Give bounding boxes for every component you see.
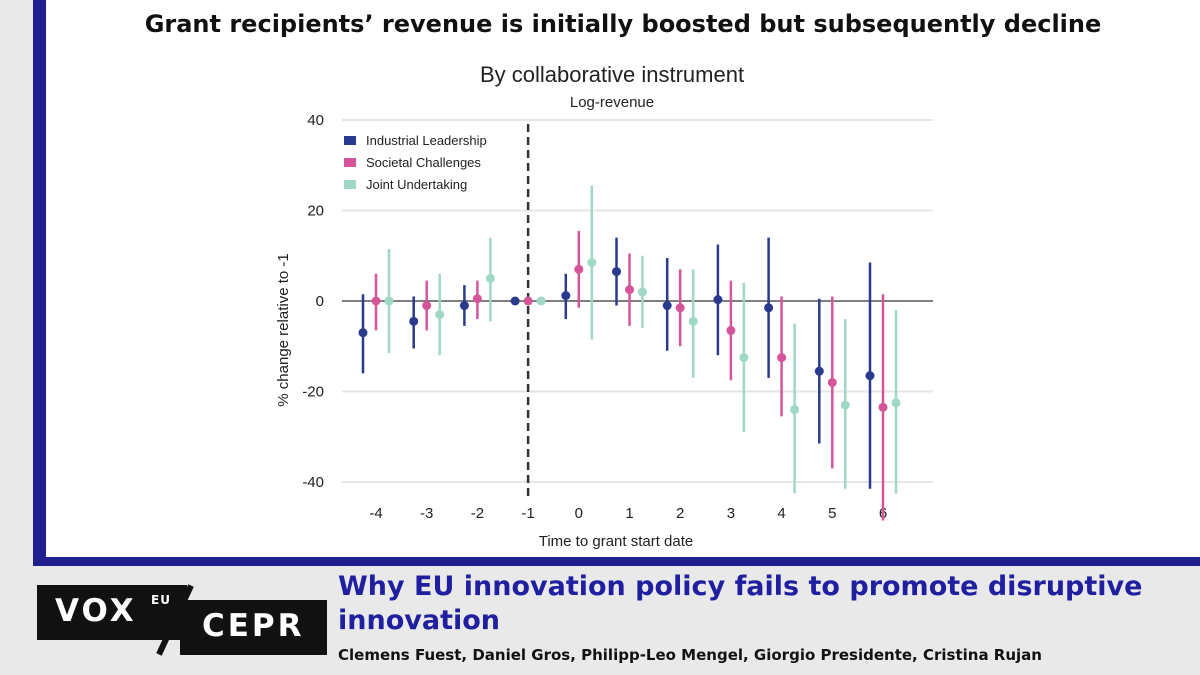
x-tick-label: 3	[727, 505, 735, 522]
headline: Grant recipients’ revenue is initially b…	[144, 10, 1102, 38]
legend-swatch	[344, 136, 356, 145]
data-point	[422, 301, 432, 311]
coefficient-chart: By collaborative instrument Log-revenue …	[275, 62, 933, 550]
data-point	[638, 287, 647, 297]
data-point	[827, 377, 837, 387]
logo-eu-superscript: EU	[151, 593, 171, 607]
data-point	[739, 353, 749, 363]
data-point	[587, 258, 597, 268]
x-tick-label: -1	[521, 505, 534, 522]
data-point	[713, 295, 723, 305]
voxeu-logo[interactable]: VOX EU	[37, 585, 187, 640]
article-title[interactable]: Why EU innovation policy fails to promot…	[338, 571, 1143, 636]
data-point	[625, 285, 634, 295]
x-tick-label: 5	[828, 505, 836, 522]
legend-swatch	[344, 180, 356, 189]
x-tick-label: -4	[369, 505, 382, 522]
y-tick-label: 40	[307, 112, 324, 129]
data-point	[865, 371, 875, 381]
x-tick-label: -2	[471, 505, 484, 522]
chart-title: By collaborative instrument	[480, 62, 744, 87]
chart-subtitle: Log-revenue	[570, 94, 654, 111]
data-point	[561, 291, 571, 301]
data-point	[384, 296, 394, 306]
data-point	[612, 267, 621, 277]
data-point	[409, 316, 419, 326]
x-tick-label: 1	[625, 505, 633, 522]
data-point	[371, 296, 381, 306]
data-point	[840, 400, 850, 410]
data-point	[435, 310, 445, 320]
x-tick-label: -3	[420, 505, 433, 522]
y-tick-label: -20	[302, 384, 324, 401]
y-axis-label: % change relative to -1	[275, 253, 292, 406]
y-tick-label: 0	[316, 293, 324, 310]
data-point	[472, 294, 482, 304]
data-point	[688, 316, 698, 326]
logo-cepr-text: CEPR	[202, 608, 305, 644]
x-axis-label: Time to grant start date	[539, 533, 694, 550]
data-point	[878, 402, 888, 412]
data-point	[459, 301, 469, 311]
legend-swatch	[344, 158, 356, 167]
data-point	[510, 296, 520, 306]
article-authors: Clemens Fuest, Daniel Gros, Philipp-Leo …	[338, 646, 1042, 664]
data-point	[777, 353, 787, 363]
data-point	[536, 296, 546, 306]
chart-panel	[46, 0, 1200, 557]
data-point	[814, 366, 824, 376]
data-point	[523, 296, 533, 306]
data-point	[662, 301, 672, 311]
data-point	[891, 398, 901, 408]
logo-vox-text: VOX	[55, 593, 137, 629]
data-point	[764, 303, 774, 313]
data-point	[675, 303, 685, 313]
data-point	[726, 325, 736, 335]
y-tick-label: 20	[307, 203, 324, 220]
x-tick-label: 2	[676, 505, 684, 522]
x-tick-label: 0	[575, 505, 583, 522]
data-point	[485, 273, 495, 283]
y-tick-label: -40	[302, 474, 324, 491]
legend-label: Industrial Leadership	[366, 133, 487, 148]
legend-label: Societal Challenges	[366, 155, 481, 170]
legend-label: Joint Undertaking	[366, 177, 467, 192]
cepr-logo[interactable]: CEPR	[180, 600, 327, 655]
data-point	[358, 328, 368, 338]
x-tick-label: 4	[777, 505, 785, 522]
data-point	[790, 405, 800, 415]
data-point	[574, 264, 584, 274]
